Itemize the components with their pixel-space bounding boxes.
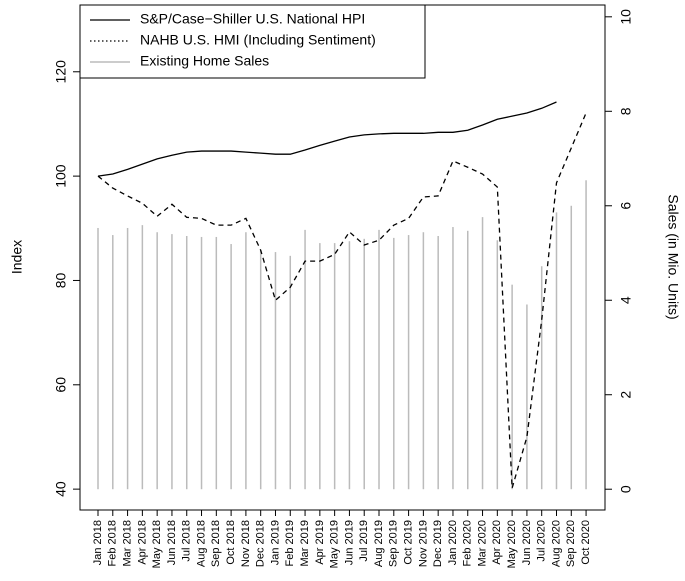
x-tick-label: Jun 2019 bbox=[343, 520, 355, 565]
y-axis-label: Index bbox=[9, 240, 25, 274]
bar bbox=[156, 232, 158, 490]
bar bbox=[141, 225, 144, 490]
x-tick-label: Apr 2019 bbox=[314, 520, 326, 565]
y2-tick-label: 0 bbox=[618, 485, 634, 493]
bar bbox=[422, 232, 425, 490]
bar bbox=[230, 244, 232, 490]
legend-label: Existing Home Sales bbox=[140, 53, 269, 69]
x-tick-label: May 2020 bbox=[506, 520, 518, 568]
x-tick-label: Sep 2019 bbox=[388, 520, 400, 567]
x-tick-label: Dec 2019 bbox=[432, 520, 444, 567]
bar bbox=[97, 227, 99, 490]
legend-box bbox=[79, 4, 426, 79]
bar bbox=[333, 243, 336, 490]
x-tick-label: Oct 2018 bbox=[225, 520, 237, 565]
bar bbox=[171, 234, 173, 490]
x-tick-label: Mar 2019 bbox=[299, 520, 311, 566]
x-tick-label: Mar 2018 bbox=[121, 520, 133, 566]
bar bbox=[467, 230, 469, 490]
x-tick-label: Jan 2020 bbox=[447, 520, 459, 565]
x-tick-label: Nov 2019 bbox=[417, 520, 429, 567]
y2-tick-label: 6 bbox=[618, 202, 634, 210]
legend-label: S&P/Case−Shiller U.S. National HPI bbox=[140, 11, 365, 27]
x-tick-label: Apr 2020 bbox=[491, 520, 503, 565]
bar bbox=[526, 304, 528, 490]
x-tick-label: Jul 2019 bbox=[358, 520, 370, 562]
bar bbox=[245, 232, 247, 490]
x-tick-label: Jul 2020 bbox=[536, 520, 548, 562]
x-tick-label: Feb 2020 bbox=[462, 520, 474, 566]
bar bbox=[407, 235, 410, 490]
x-tick-label: May 2019 bbox=[329, 520, 341, 568]
x-tick-label: Aug 2020 bbox=[550, 520, 562, 567]
bar bbox=[200, 236, 203, 490]
x-tick-label: Jul 2018 bbox=[181, 520, 193, 562]
y-tick-label: 60 bbox=[53, 377, 69, 393]
y2-tick-label: 4 bbox=[618, 296, 634, 304]
bar bbox=[126, 227, 129, 490]
bar bbox=[259, 250, 262, 490]
y-tick-label: 80 bbox=[53, 272, 69, 288]
bar bbox=[289, 255, 292, 490]
x-tick-label: Oct 2020 bbox=[580, 520, 592, 565]
bar bbox=[437, 236, 439, 490]
bar bbox=[304, 229, 306, 490]
bar bbox=[215, 236, 218, 490]
bar bbox=[274, 252, 277, 490]
y2-tick-label: 8 bbox=[618, 107, 634, 115]
x-tick-label: Jun 2020 bbox=[521, 520, 533, 565]
x-tick-label: Oct 2019 bbox=[402, 520, 414, 565]
bar bbox=[496, 240, 499, 490]
bar bbox=[452, 227, 454, 490]
x-tick-label: Nov 2018 bbox=[240, 520, 252, 567]
x-tick-label: Aug 2018 bbox=[195, 520, 207, 567]
bar bbox=[348, 241, 351, 490]
bar bbox=[378, 229, 380, 490]
x-tick-label: Feb 2019 bbox=[284, 520, 296, 566]
bar bbox=[393, 237, 395, 490]
y2-axis-label: Sales (in Mio. Units) bbox=[665, 194, 681, 319]
bar bbox=[185, 236, 188, 490]
x-tick-label: Jun 2018 bbox=[166, 520, 178, 565]
bar bbox=[481, 217, 484, 490]
y-tick-label: 40 bbox=[53, 481, 69, 497]
x-tick-label: Feb 2018 bbox=[107, 520, 119, 566]
bar bbox=[555, 212, 558, 490]
bar bbox=[319, 243, 321, 490]
y-tick-label: 100 bbox=[53, 164, 69, 188]
x-tick-label: Apr 2018 bbox=[136, 520, 148, 565]
bar bbox=[570, 205, 573, 490]
x-tick-label: Aug 2019 bbox=[373, 520, 385, 567]
line bbox=[97, 101, 557, 177]
bar bbox=[585, 180, 587, 490]
legend-label: NAHB U.S. HMI (Including Sentiment) bbox=[140, 32, 376, 48]
x-tick-label: May 2018 bbox=[151, 520, 163, 568]
x-tick-label: Sep 2018 bbox=[210, 520, 222, 567]
x-tick-label: Mar 2020 bbox=[476, 520, 488, 566]
x-tick-label: Dec 2018 bbox=[255, 520, 267, 567]
x-tick-label: Jan 2018 bbox=[92, 520, 104, 565]
bar bbox=[363, 238, 365, 490]
x-tick-label: Sep 2020 bbox=[565, 520, 577, 567]
x-tick-label: Jan 2019 bbox=[269, 520, 281, 565]
y2-tick-label: 10 bbox=[618, 9, 634, 25]
y-tick-label: 120 bbox=[53, 60, 69, 84]
line bbox=[97, 112, 587, 489]
bar bbox=[112, 235, 114, 490]
bar bbox=[511, 284, 513, 490]
y2-tick-label: 2 bbox=[618, 391, 634, 399]
bar bbox=[540, 266, 543, 490]
